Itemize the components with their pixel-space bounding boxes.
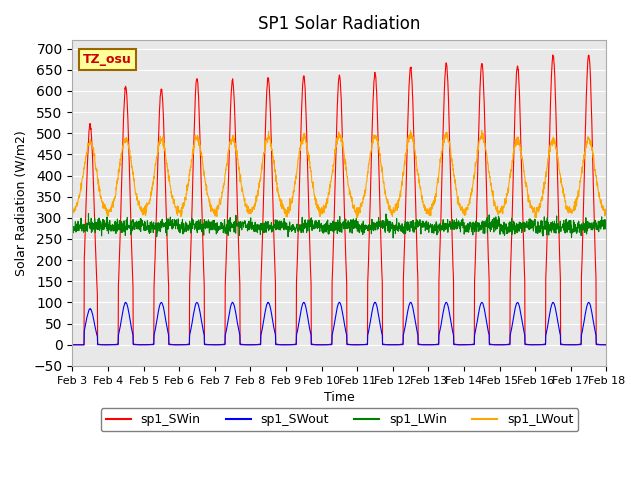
sp1_SWin — [495, 342, 502, 348]
sp1_SWin — [549, 52, 557, 58]
Legend: sp1_SWin, sp1_SWout, sp1_LWin, sp1_LWout: sp1_SWin, sp1_SWout, sp1_LWin, sp1_LWout — [100, 408, 579, 432]
sp1_LWout — [218, 196, 225, 202]
sp1_LWout — [495, 208, 502, 214]
sp1_LWout — [68, 209, 76, 215]
X-axis label: Time: Time — [324, 391, 355, 404]
sp1_SWin — [68, 342, 76, 348]
sp1_SWout — [366, 320, 374, 325]
Title: SP1 Solar Radiation: SP1 Solar Radiation — [258, 15, 420, 33]
Line: sp1_SWout: sp1_SWout — [72, 302, 606, 345]
sp1_LWin — [68, 225, 76, 230]
sp1_SWout — [570, 342, 578, 348]
sp1_SWin — [602, 342, 610, 348]
sp1_LWin — [84, 211, 92, 216]
sp1_LWin — [602, 221, 610, 227]
sp1_SWin — [570, 342, 578, 348]
sp1_LWin — [571, 227, 579, 232]
sp1_SWout — [68, 342, 76, 348]
sp1_LWout — [367, 149, 374, 155]
sp1_SWout — [355, 342, 362, 348]
sp1_SWout — [556, 328, 563, 334]
sp1_SWout — [495, 342, 502, 348]
sp1_SWin — [218, 342, 225, 348]
sp1_LWin — [367, 227, 374, 232]
sp1_LWin — [495, 214, 502, 220]
Text: TZ_osu: TZ_osu — [83, 53, 132, 66]
sp1_SWout — [371, 300, 379, 305]
sp1_LWout — [355, 209, 363, 215]
sp1_LWin — [355, 228, 363, 234]
sp1_LWout — [353, 215, 361, 221]
Y-axis label: Solar Radiation (W/m2): Solar Radiation (W/m2) — [15, 130, 28, 276]
Line: sp1_SWin: sp1_SWin — [72, 55, 606, 345]
sp1_LWin — [556, 224, 563, 229]
sp1_LWout — [556, 170, 563, 176]
Line: sp1_LWout: sp1_LWout — [72, 130, 606, 218]
sp1_LWout — [602, 208, 610, 214]
sp1_LWout — [571, 199, 579, 204]
sp1_SWin — [556, 245, 563, 251]
Line: sp1_LWin: sp1_LWin — [72, 214, 606, 238]
sp1_LWin — [389, 235, 397, 241]
sp1_SWout — [218, 342, 225, 348]
sp1_LWout — [406, 127, 414, 133]
sp1_SWin — [366, 200, 374, 205]
sp1_SWout — [602, 342, 610, 348]
sp1_SWin — [355, 342, 362, 348]
sp1_LWin — [218, 226, 225, 231]
